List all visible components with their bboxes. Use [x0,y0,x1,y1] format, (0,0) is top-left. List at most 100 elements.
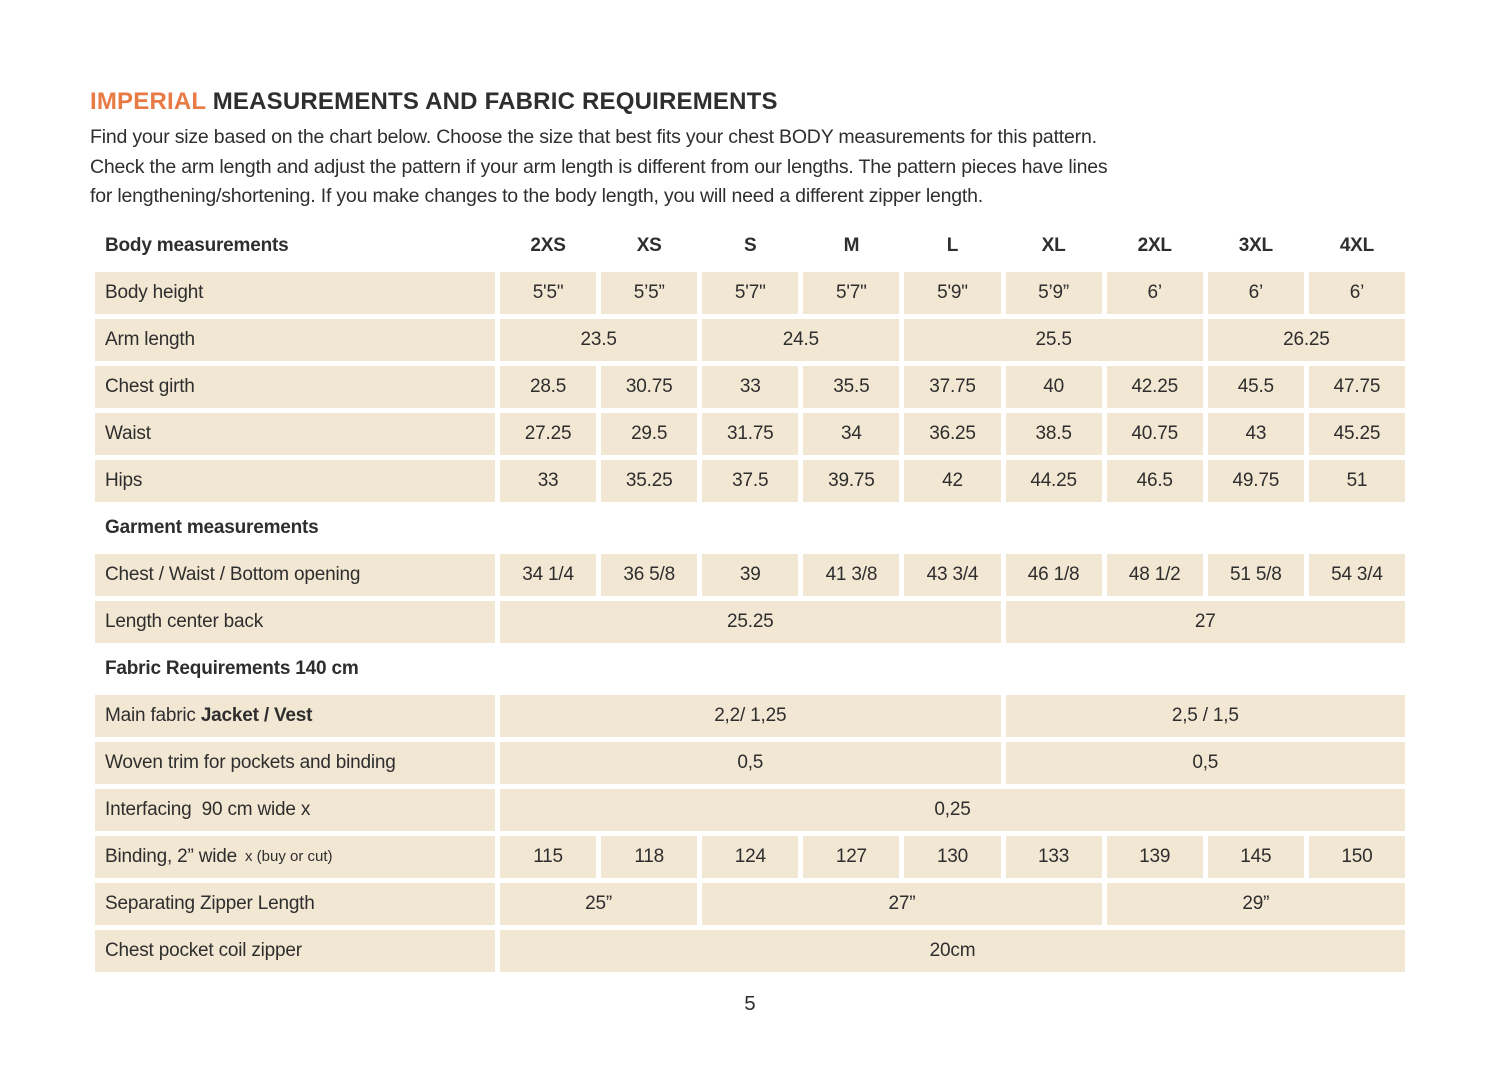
table-cell: 25” [500,882,698,925]
row-label: Length center back [95,600,495,643]
table-cell: 40 [1005,365,1102,408]
row-label-text: Chest pocket coil zipper [105,939,302,961]
row-label-text: Woven trim for pockets and binding [105,751,396,773]
row-label-small-text: x (buy or cut) [245,848,333,865]
table-cell: 5'5" [500,271,597,314]
table-cell: 42 [904,459,1001,502]
table-cell: 31.75 [702,412,799,455]
table-header-label: Body measurements [105,234,289,256]
table-cell: 54 3/4 [1308,553,1405,596]
table-cell: 44.25 [1005,459,1102,502]
table-cell: 139 [1106,835,1203,878]
table-cell: 2,5 / 1,5 [1005,694,1405,737]
section-header: Garment measurements [105,516,319,538]
table-cell: 49.75 [1207,459,1304,502]
table-cell: 29” [1106,882,1405,925]
row-label-text: Separating Zipper Length [105,892,315,914]
intro-line: for lengthening/shortening. If you make … [90,185,983,207]
size-column-header: 2XL [1137,234,1172,256]
table-cell: 118 [601,835,698,878]
page-title: IMPERIAL MEASUREMENTS AND FABRIC REQUIRE… [90,88,1500,116]
row-label: Arm length [95,318,495,361]
row-label: Separating Zipper Length [95,882,495,925]
table-cell: 33 [500,459,597,502]
table-cell: 25.5 [904,318,1203,361]
table-cell: 40.75 [1106,412,1203,455]
title-rest: MEASUREMENTS AND FABRIC REQUIREMENTS [212,88,778,115]
row-label-bold-text: Jacket / Vest [200,704,313,726]
row-label: Chest girth [95,365,495,408]
table-cell: 33 [702,365,799,408]
size-column-header: 4XL [1339,234,1375,256]
table-cell: 51 5/8 [1207,553,1304,596]
table-cell: 130 [904,835,1001,878]
section-header: Fabric Requirements 140 cm [105,657,359,679]
row-label-text: Binding, 2” wide [105,845,237,867]
row-label: Waist [95,412,495,455]
table-cell: 25.25 [500,600,1001,643]
table-cell: 42.25 [1106,365,1203,408]
table-cell: 34 [803,412,900,455]
table-cell: 46 1/8 [1005,553,1102,596]
table-cell: 28.5 [500,365,597,408]
intro-line: Find your size based on the chart below.… [90,126,1097,148]
row-label: Interfacing 90 cm wide x [95,788,495,831]
table-cell: 47.75 [1308,365,1405,408]
table-cell: 27” [702,882,1102,925]
table-cell: 39 [702,553,799,596]
table-cell: 0,5 [500,741,1001,784]
table-cell: 115 [500,835,597,878]
table-cell: 43 3/4 [904,553,1001,596]
intro-line: Check the arm length and adjust the patt… [90,155,1108,178]
table-cell: 45.25 [1308,412,1405,455]
size-column-header: XS [636,234,662,256]
measurements-table: Body measurements 2XS XS S M L XL 2XL 3XL 4XL Body… [95,225,1405,972]
table-cell: 5'7" [702,271,799,314]
row-label-text: Arm length [105,328,195,350]
table-cell: 5'7" [803,271,900,314]
table-cell: 51 [1308,459,1405,502]
table-cell: 0,5 [1005,741,1405,784]
table-cell: 36.25 [904,412,1001,455]
table-cell: 29.5 [601,412,698,455]
table-cell: 36 5/8 [601,553,698,596]
table-cell: 37.75 [904,365,1001,408]
row-label-text: Hips [105,469,143,491]
size-column-header: S [744,234,757,256]
table-cell: 34 1/4 [500,553,597,596]
table-cell: 27.25 [500,412,597,455]
size-column-header: 3XL [1238,234,1273,256]
table-cell: 127 [803,835,900,878]
table-cell: 38.5 [1005,412,1102,455]
table-cell: 45.5 [1207,365,1304,408]
table-cell: 5’9” [1005,271,1102,314]
table-cell: 43 [1207,412,1304,455]
row-label-text: Chest girth [105,375,195,397]
size-column-header: M [843,234,860,256]
table-cell: 48 1/2 [1106,553,1203,596]
table-cell: 27 [1005,600,1405,643]
row-label-text: Length center back [105,610,264,632]
table-cell: 133 [1005,835,1102,878]
row-label-text: Chest / Waist / Bottom opening [105,563,361,585]
row-label: Main fabric Jacket / Vest [95,694,495,737]
title-highlight: IMPERIAL [90,88,206,115]
table-cell: 150 [1308,835,1405,878]
row-label: Binding, 2” wide x (buy or cut) [95,835,495,878]
table-cell: 46.5 [1106,459,1203,502]
table-cell: 20cm [500,929,1405,972]
table-cell: 2,2/ 1,25 [500,694,1001,737]
table-cell: 35.25 [601,459,698,502]
table-cell: 0,25 [500,788,1405,831]
row-label: Chest / Waist / Bottom opening [95,553,495,596]
table-cell: 124 [702,835,799,878]
size-column-header: 2XS [530,234,566,256]
intro-paragraph: Find your size based on the chart below.… [90,123,1500,212]
table-cell: 6’ [1308,271,1405,314]
table-cell: 26.25 [1207,318,1405,361]
table-cell: 35.5 [803,365,900,408]
row-label: Chest pocket coil zipper [95,929,495,972]
row-label-text: Interfacing 90 cm wide x [105,798,311,820]
table-cell: 41 3/8 [803,553,900,596]
